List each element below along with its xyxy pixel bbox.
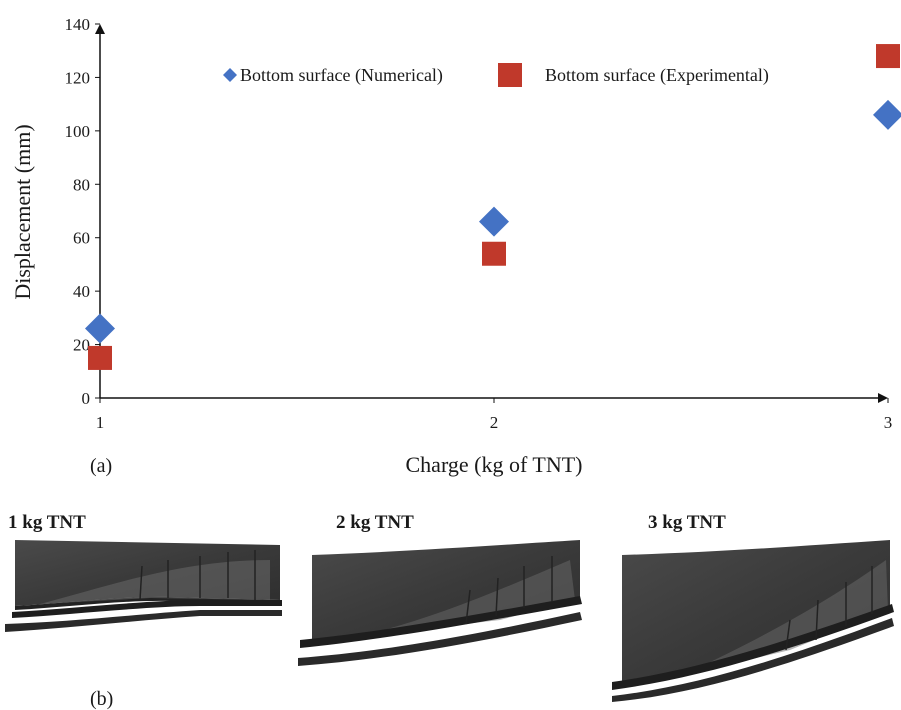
image-title-1: 1 kg TNT bbox=[8, 512, 86, 533]
x-axis-title: Charge (kg of TNT) bbox=[406, 452, 583, 477]
x-tick-label: 3 bbox=[884, 413, 893, 432]
y-tick-label: 80 bbox=[73, 175, 90, 194]
y-tick-label: 40 bbox=[73, 282, 90, 301]
image-title-2: 2 kg TNT bbox=[336, 512, 414, 533]
legend: Bottom surface (Numerical) Bottom surfac… bbox=[223, 63, 769, 87]
point-numerical bbox=[479, 206, 509, 237]
point-numerical bbox=[85, 313, 115, 344]
legend-marker-numerical bbox=[223, 68, 237, 82]
y-axis-arrow bbox=[95, 24, 105, 34]
image-title-3: 3 kg TNT bbox=[648, 512, 726, 533]
x-tick-label: 2 bbox=[490, 413, 499, 432]
tick-labels: 0 20 40 60 80 100 120 140 1 2 3 bbox=[65, 15, 893, 432]
x-axis-arrow bbox=[878, 393, 888, 403]
deformation-image-2kg bbox=[298, 540, 582, 666]
deformation-image-3kg bbox=[612, 540, 894, 702]
legend-marker-experimental bbox=[498, 63, 522, 87]
point-experimental bbox=[876, 44, 900, 69]
legend-label-experimental: Bottom surface (Experimental) bbox=[545, 65, 769, 86]
legend-label-numerical: Bottom surface (Numerical) bbox=[240, 65, 443, 86]
y-tick-label: 140 bbox=[65, 15, 91, 34]
panel-label-a: (a) bbox=[90, 455, 112, 477]
deformation-image-1kg bbox=[5, 540, 282, 632]
point-experimental bbox=[482, 241, 506, 266]
point-numerical bbox=[873, 99, 901, 130]
scatter-plot: 0 20 40 60 80 100 120 140 1 2 3 bbox=[65, 15, 901, 432]
point-experimental bbox=[88, 345, 112, 370]
data-markers bbox=[85, 44, 901, 370]
y-tick-label: 100 bbox=[65, 122, 91, 141]
panel-label-b: (b) bbox=[90, 688, 113, 710]
y-tick-label: 0 bbox=[82, 389, 91, 408]
y-tick-label: 20 bbox=[73, 336, 90, 355]
y-tick-label: 120 bbox=[65, 68, 91, 87]
x-tick-label: 1 bbox=[96, 413, 105, 432]
y-axis-title: Displacement (mm) bbox=[10, 124, 35, 299]
y-tick-label: 60 bbox=[73, 229, 90, 248]
